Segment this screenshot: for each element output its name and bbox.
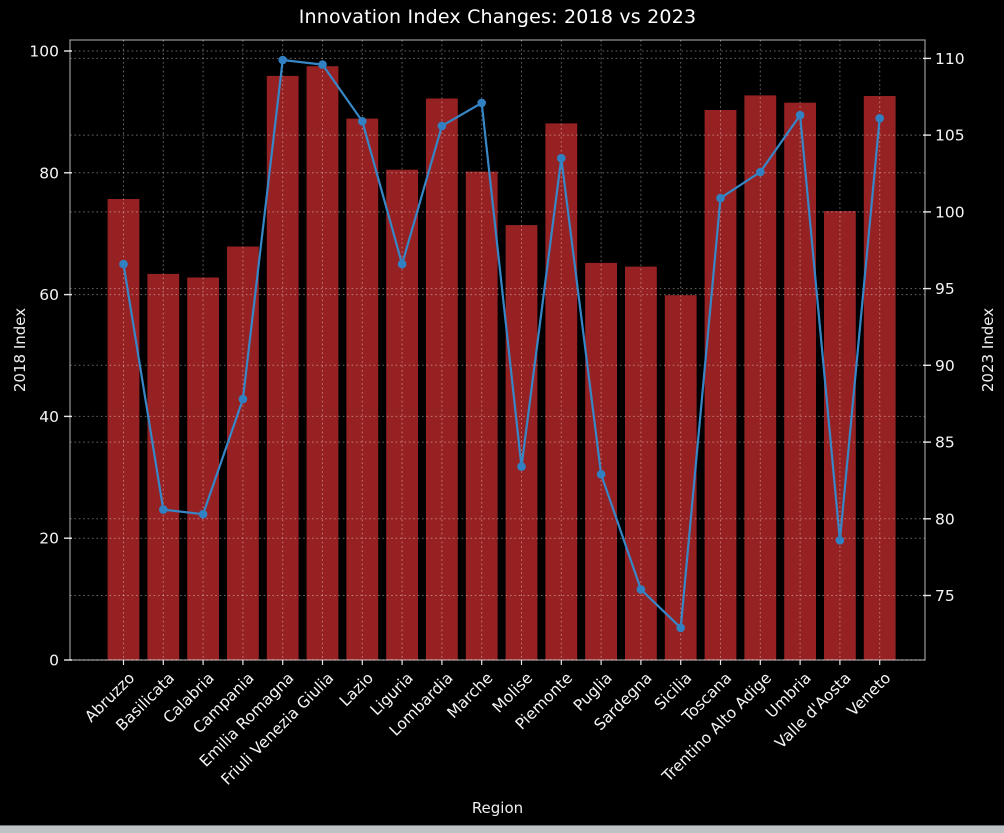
- point-trentino-alto-adige: [756, 167, 765, 177]
- point-piemonte: [557, 153, 566, 163]
- bar-sardegna: [625, 266, 657, 660]
- y-tick-label-right-105: 105: [935, 127, 965, 145]
- y-tick-label-left-60: 60: [39, 286, 59, 304]
- bar-calabria: [187, 277, 219, 660]
- y-tick-label-left-0: 0: [49, 652, 59, 670]
- point-valle-d-aosta: [835, 536, 845, 545]
- y-tick-label-right-95: 95: [935, 280, 955, 298]
- line-2023: [122, 58, 881, 629]
- y-tick-label-right-75: 75: [935, 587, 955, 605]
- bar-molise: [505, 225, 538, 660]
- y-tick-label-right-90: 90: [935, 357, 955, 375]
- point-veneto: [875, 114, 884, 123]
- point-liguria: [397, 259, 407, 269]
- y-tick-label-right-85: 85: [935, 434, 955, 452]
- point-puglia: [596, 470, 606, 479]
- point-sicilia: [676, 623, 685, 633]
- point-lazio: [358, 117, 367, 126]
- point-molise: [517, 462, 526, 471]
- x-tick-label-veneto: Veneto: [844, 669, 895, 720]
- plot-border: [69, 39, 926, 661]
- bar-lazio: [346, 118, 379, 661]
- bar-piemonte: [545, 123, 578, 660]
- bar-basilicata: [147, 273, 180, 660]
- bar-puglia: [585, 262, 617, 660]
- y-tick-label-left-40: 40: [39, 408, 59, 426]
- point-lombardia: [437, 121, 447, 131]
- y-tick-label-left-80: 80: [39, 164, 59, 182]
- bar-veneto: [863, 96, 896, 660]
- y-tick-label-right-100: 100: [935, 203, 965, 221]
- point-friuli-venezia-giulia: [318, 60, 327, 69]
- bar-umbria: [784, 102, 816, 660]
- x-axis-label: Region: [471, 799, 524, 817]
- point-umbria: [795, 110, 805, 120]
- bar-trentino-alto-adige: [744, 95, 777, 660]
- point-marche: [477, 98, 487, 108]
- bar-marche: [465, 171, 498, 660]
- point-toscana: [716, 193, 725, 203]
- bar-sicilia: [664, 295, 697, 660]
- point-emilia-romagna: [278, 55, 288, 65]
- chart-title: Innovation Index Changes: 2018 vs 2023: [298, 6, 697, 28]
- bar-abruzzo: [107, 199, 140, 660]
- point-abruzzo: [119, 259, 128, 269]
- bar-emilia-romagna: [266, 75, 299, 660]
- y-tick-label-left-100: 100: [29, 43, 59, 61]
- bar-lombardia: [426, 98, 458, 660]
- y-tick-label-right-80: 80: [935, 510, 955, 528]
- bar-liguria: [386, 169, 418, 660]
- window-bottom-edge: [0, 825, 1004, 833]
- bar-friuli-venezia-giulia: [306, 66, 339, 660]
- y-tick-label-right-110: 110: [935, 50, 965, 68]
- point-campania: [238, 394, 248, 404]
- point-sardegna: [636, 585, 646, 594]
- point-basilicata: [159, 505, 168, 514]
- y-tick-label-left-20: 20: [39, 530, 59, 548]
- point-calabria: [198, 509, 208, 519]
